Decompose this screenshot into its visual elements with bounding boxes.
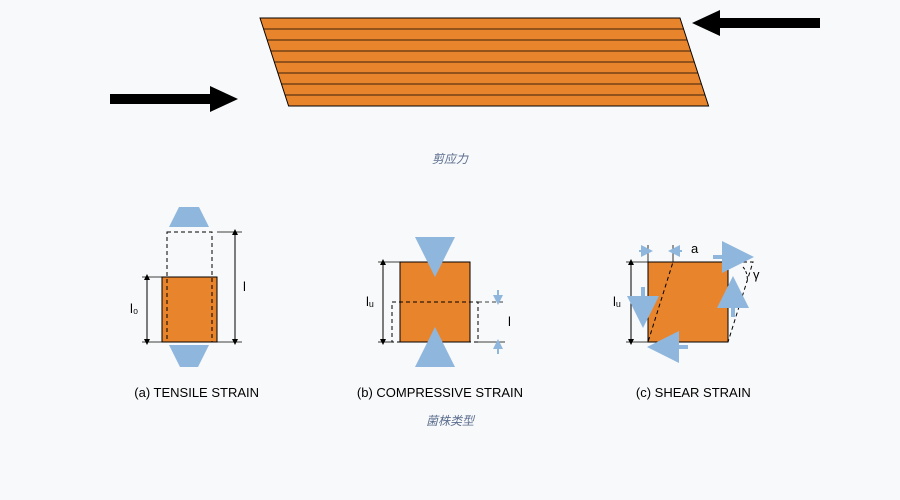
caption-shear-stress: 剪应力 <box>0 150 900 167</box>
tensile-label: (a) TENSILE STRAIN <box>107 385 287 400</box>
page: 剪应力 <box>0 0 900 500</box>
l-label-2: l <box>508 314 511 329</box>
shear-stress-diagram <box>0 0 900 150</box>
tensile-strain-panel: l₀ l (a) TENSILE STRAIN <box>107 207 287 400</box>
compressive-strain-panel: lᵤ l (b) COMPRESSIVE STRAIN <box>340 207 540 400</box>
compressive-label: (b) COMPRESSIVE STRAIN <box>340 385 540 400</box>
shear-strain-panel: γ a lᵤ (c) SHEAR STRAIN <box>593 207 793 400</box>
l0-label: l₀ <box>130 301 138 316</box>
a-label: a <box>691 241 699 256</box>
caption-strain-types: 菌株类型 <box>0 412 900 429</box>
shear-block <box>648 262 728 342</box>
tensile-block <box>162 277 217 342</box>
shear-label: (c) SHEAR STRAIN <box>593 385 793 400</box>
lu-label: lᵤ <box>366 294 374 309</box>
lu-label-2: lᵤ <box>613 294 621 309</box>
left-arrow-icon <box>110 86 238 112</box>
gamma-label: γ <box>753 267 760 282</box>
sheared-block <box>260 18 709 106</box>
l-label: l <box>243 279 246 294</box>
right-arrow-icon <box>692 10 820 36</box>
